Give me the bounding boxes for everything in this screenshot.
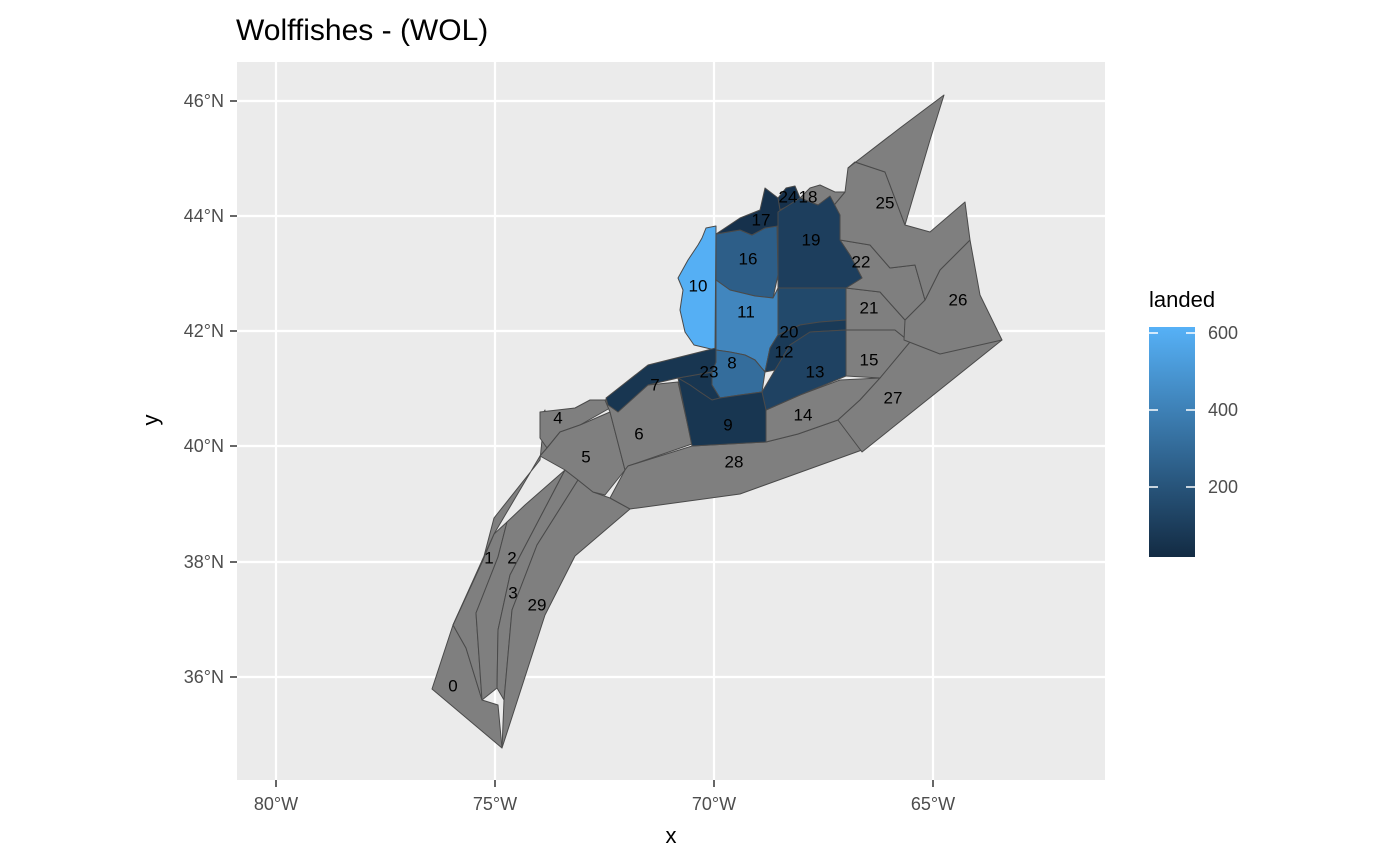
region-19	[777, 195, 863, 289]
legend: landed 600 400 200	[1149, 287, 1238, 557]
area-label-1: 1	[484, 548, 493, 567]
area-label-20: 20	[780, 322, 799, 341]
area-label-13: 13	[806, 362, 825, 381]
legend-label: 600	[1208, 323, 1238, 343]
x-tick-label: 70°W	[692, 794, 736, 814]
legend-label: 400	[1208, 400, 1238, 420]
area-label-19: 19	[802, 230, 821, 249]
area-label-2: 2	[507, 548, 516, 567]
legend-colorbar	[1149, 327, 1195, 557]
area-label-5: 5	[581, 447, 590, 466]
legend-title: landed	[1149, 287, 1215, 312]
area-label-29: 29	[528, 595, 547, 614]
area-label-14: 14	[794, 405, 813, 424]
area-label-24: 24	[779, 187, 798, 206]
x-tick-label: 80°W	[254, 794, 298, 814]
region-5	[539, 411, 626, 496]
region-7	[605, 347, 717, 413]
regions	[431, 94, 1003, 749]
area-label-3: 3	[508, 583, 517, 602]
area-label-4: 4	[553, 408, 562, 427]
y-tick-label: 38°N	[184, 552, 224, 572]
area-label-23: 23	[700, 362, 719, 381]
area-label-16: 16	[739, 249, 758, 268]
region-17	[715, 187, 781, 236]
region-10	[677, 225, 717, 351]
x-axis: 80°W 75°W 70°W 65°W	[254, 780, 955, 814]
area-label-22: 22	[852, 252, 871, 271]
x-tick-label: 65°W	[911, 794, 955, 814]
chart-title: Wolffishes - (WOL)	[236, 14, 488, 47]
legend-label: 200	[1208, 477, 1238, 497]
x-tick-label: 75°W	[473, 794, 517, 814]
y-tick-label: 36°N	[184, 667, 224, 687]
area-label-18: 18	[799, 187, 818, 206]
area-label-21: 21	[860, 298, 879, 317]
y-tick-label: 44°N	[184, 206, 224, 226]
region-4	[539, 399, 611, 449]
y-axis-title: y	[138, 415, 163, 426]
area-label-28: 28	[725, 452, 744, 471]
area-label-27: 27	[884, 388, 903, 407]
region-25b	[847, 94, 945, 226]
area-label-8: 8	[727, 353, 736, 372]
area-label-26: 26	[949, 290, 968, 309]
area-label-11: 11	[737, 302, 755, 321]
region-labels: 0 1 2 3 4 5 6 7 8 9 10 11 12 13 14 15 16…	[448, 187, 967, 695]
area-label-9: 9	[723, 415, 732, 434]
y-tick-label: 46°N	[184, 91, 224, 111]
area-label-0: 0	[448, 676, 457, 695]
region-9	[677, 377, 767, 447]
y-axis: 36°N 38°N 40°N 42°N 44°N 46°N	[184, 91, 237, 687]
y-tick-label: 40°N	[184, 436, 224, 456]
area-label-12: 12	[775, 342, 794, 361]
y-tick-label: 42°N	[184, 321, 224, 341]
x-axis-title: x	[666, 823, 677, 848]
area-label-10: 10	[689, 276, 708, 295]
area-label-17: 17	[752, 210, 771, 229]
area-label-7: 7	[650, 375, 659, 394]
area-label-25: 25	[876, 193, 895, 212]
area-label-15: 15	[860, 350, 879, 369]
area-label-6: 6	[634, 424, 643, 443]
